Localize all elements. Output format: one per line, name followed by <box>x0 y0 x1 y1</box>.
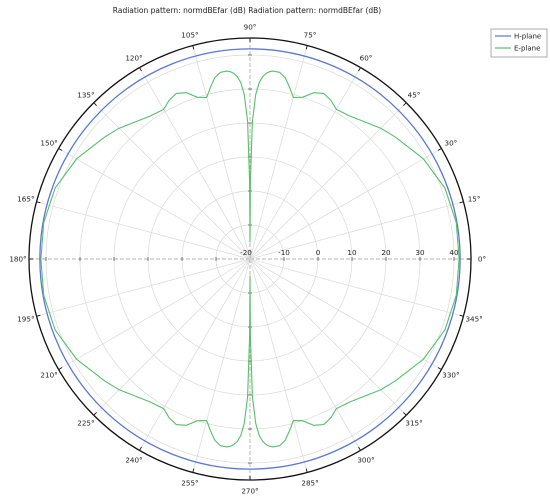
angle-tick-mark <box>58 148 63 151</box>
series-lines <box>39 48 461 470</box>
angle-tick-label: 300° <box>357 455 374 464</box>
angle-tick-label: 285° <box>301 479 318 488</box>
angle-tick-mark <box>93 102 97 106</box>
angle-tick-mark <box>403 102 407 106</box>
series-line-h-plane <box>39 48 461 470</box>
grid-spoke <box>249 258 464 317</box>
angle-tick-mark <box>192 468 195 473</box>
grid-spoke <box>58 258 251 370</box>
angle-tick-mark <box>437 148 442 151</box>
grid-spoke <box>192 45 251 260</box>
angle-tick-label: 255° <box>181 479 198 488</box>
angle-tick-label: 75° <box>304 30 317 39</box>
angle-tick-mark <box>403 412 407 416</box>
radial-tick-labels: -20 -10 0 10 20 30 40 <box>240 248 459 257</box>
angle-tick-label: 45° <box>408 90 421 99</box>
angle-tick-label: 330° <box>442 371 459 380</box>
radial-tick-label: 40 <box>449 248 459 257</box>
angle-tick-mark <box>305 45 308 50</box>
angle-tick-label: 150° <box>40 139 57 148</box>
angle-tick-label: 15° <box>468 194 481 203</box>
radial-tick-label: 0 <box>316 248 321 257</box>
angle-tick-mark <box>93 412 97 416</box>
grid-spoke <box>58 148 251 260</box>
grid-spoke <box>139 67 251 260</box>
radial-tick-label: -20 <box>240 248 252 257</box>
legend-box <box>490 28 548 58</box>
grid-spoke <box>249 148 442 260</box>
angle-tick-label: 195° <box>17 315 34 324</box>
angle-tick-mark <box>459 314 464 317</box>
grid-spoke <box>249 201 464 260</box>
angle-tick-label: 315° <box>405 419 422 428</box>
radial-tick-label: 30 <box>415 248 425 257</box>
radial-tick-label: 10 <box>347 248 357 257</box>
angle-tick-label: 90° <box>244 23 257 32</box>
angle-tick-label: 120° <box>125 54 142 63</box>
angle-tick-mark <box>459 201 464 204</box>
grid-spoke <box>139 258 251 451</box>
angle-tick-label: 210° <box>40 371 57 380</box>
angle-tick-mark <box>36 314 41 317</box>
angle-tick-labels: 0° 15° 30° 45° 60° 75° 90° 105° 120° 135° 150° 165°… <box>9 23 486 496</box>
angle-tick-label: 240° <box>125 455 142 464</box>
radial-tick-label: 20 <box>381 248 391 257</box>
grid-spoke <box>249 102 407 260</box>
grid-spoke <box>36 201 251 260</box>
series-line-e-plane <box>40 70 460 448</box>
angle-tick-label: 30° <box>445 139 458 148</box>
angle-tick-label: 135° <box>77 90 94 99</box>
legend: H-plane E-plane <box>490 28 548 58</box>
grid-spoke <box>93 258 251 416</box>
chart-title: Radiation pattern: normdBEfar (dB) Radia… <box>113 6 381 15</box>
angle-spokes <box>29 38 471 480</box>
grid-spoke <box>249 258 308 473</box>
angle-tick-mark <box>358 67 361 72</box>
angle-tick-label: 105° <box>181 30 198 39</box>
angle-tick-label: 225° <box>77 419 94 428</box>
angle-tick-mark <box>437 367 442 370</box>
grid-spoke <box>249 258 442 370</box>
grid-spoke <box>192 258 251 473</box>
grid-spoke <box>249 67 361 260</box>
angle-tick-mark <box>139 67 142 72</box>
angle-tick-mark <box>58 367 63 370</box>
angle-tick-mark <box>358 446 361 451</box>
legend-label-e-plane: E-plane <box>514 45 540 53</box>
angle-tick-label: 270° <box>241 487 258 496</box>
radial-tick-label: -10 <box>278 248 290 257</box>
grid-spoke <box>93 102 251 260</box>
angle-tick-label: 0° <box>478 255 486 264</box>
legend-label-h-plane: H-plane <box>514 33 541 41</box>
angle-tick-mark <box>305 468 308 473</box>
angle-tick-label: 60° <box>360 54 373 63</box>
grid-spoke <box>249 258 361 451</box>
grid-spoke <box>249 258 407 416</box>
grid-spoke <box>249 45 308 260</box>
angle-tick-label: 345° <box>465 315 482 324</box>
angle-tick-mark <box>192 45 195 50</box>
grid-spoke <box>36 258 251 317</box>
angle-tick-label: 180° <box>9 255 26 264</box>
angle-tick-mark <box>36 201 41 204</box>
angle-tick-label: 165° <box>17 194 34 203</box>
angle-tick-mark <box>139 446 142 451</box>
